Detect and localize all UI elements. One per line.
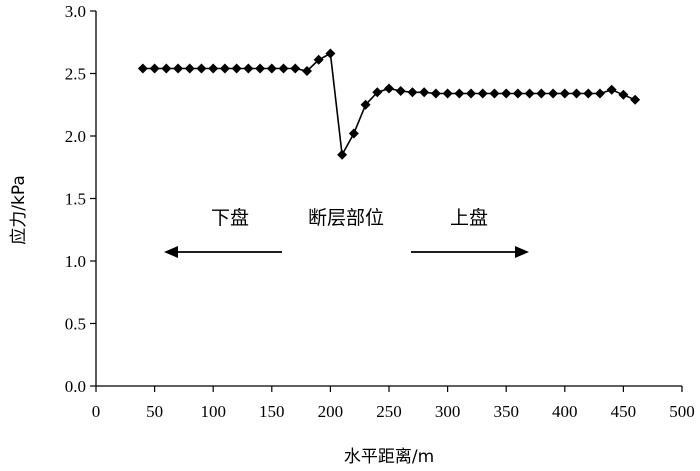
annotation-fault-zone: 断层部位 (308, 207, 384, 229)
data-point (594, 88, 605, 99)
x-tick-label: 300 (435, 402, 461, 421)
data-point (301, 66, 312, 76)
x-tick-label: 250 (376, 402, 402, 421)
x-tick-label: 400 (552, 402, 578, 421)
y-tick-label: 1.5 (65, 190, 86, 209)
data-point (325, 48, 336, 59)
data-point (173, 63, 184, 74)
x-tick-label: 350 (493, 402, 519, 421)
data-point (512, 88, 523, 99)
x-tick-label: 200 (318, 402, 344, 421)
annotation-footwall: 下盘 (211, 207, 249, 229)
y-tick-label: 0.0 (65, 377, 86, 396)
data-point (454, 88, 465, 99)
data-point (407, 87, 418, 98)
data-point (442, 88, 453, 99)
data-point (149, 63, 160, 74)
data-point (630, 94, 641, 105)
data-point (313, 54, 324, 65)
data-point (559, 88, 570, 99)
x-tick-label: 50 (146, 402, 163, 421)
data-point (606, 84, 617, 95)
data-point (184, 63, 195, 74)
y-tick-label: 3.0 (65, 2, 86, 21)
data-point (231, 63, 242, 74)
data-point (266, 63, 277, 74)
y-ticks: 0.0 0.5 1.0 1.5 2.0 2.5 3.0 (65, 2, 96, 396)
y-tick-label: 0.5 (65, 315, 86, 334)
data-point (219, 63, 230, 74)
x-tick-label: 100 (200, 402, 226, 421)
annotations: 下盘 断层部位 上盘 (164, 207, 529, 258)
series-markers (137, 48, 641, 160)
axes (95, 11, 682, 387)
data-point (161, 63, 172, 74)
x-tick-label: 450 (611, 402, 637, 421)
data-point (208, 63, 219, 74)
data-point (430, 88, 441, 99)
data-point (618, 89, 629, 100)
arrow-right (411, 246, 529, 258)
x-tick-label: 150 (259, 402, 285, 421)
data-point (337, 149, 348, 160)
data-point (372, 87, 383, 98)
x-tick-label: 500 (669, 402, 695, 421)
data-point (243, 63, 254, 74)
x-tick-label: 0 (92, 402, 101, 421)
data-point (489, 88, 500, 99)
data-point (395, 86, 406, 96)
x-axis-title: 水平距离/m (344, 447, 434, 467)
data-point (348, 128, 359, 139)
data-point (196, 63, 207, 74)
data-point (524, 88, 535, 99)
data-point (384, 83, 394, 94)
data-point (571, 88, 582, 99)
series-stress (137, 48, 641, 160)
data-point (466, 88, 477, 99)
y-tick-label: 1.0 (65, 252, 86, 271)
data-point (137, 63, 148, 74)
data-point (419, 87, 430, 98)
data-point (548, 88, 559, 99)
annotation-hangingwall: 上盘 (450, 207, 488, 229)
y-axis-title: 应力/kPa (9, 175, 29, 244)
data-point (477, 88, 488, 99)
y-tick-label: 2.0 (65, 127, 86, 146)
data-point (501, 88, 512, 99)
data-point (583, 88, 594, 99)
arrow-left (164, 246, 282, 258)
data-point (536, 88, 547, 99)
data-point (360, 99, 371, 110)
arrow-left-head (164, 246, 178, 258)
x-ticks: 0 50 100 150 200 250 300 350 400 450 500 (92, 386, 695, 421)
arrow-right-head (515, 246, 529, 258)
data-point (290, 63, 301, 74)
data-point (255, 63, 266, 74)
y-tick-label: 2.5 (65, 65, 86, 84)
data-point (278, 63, 289, 74)
